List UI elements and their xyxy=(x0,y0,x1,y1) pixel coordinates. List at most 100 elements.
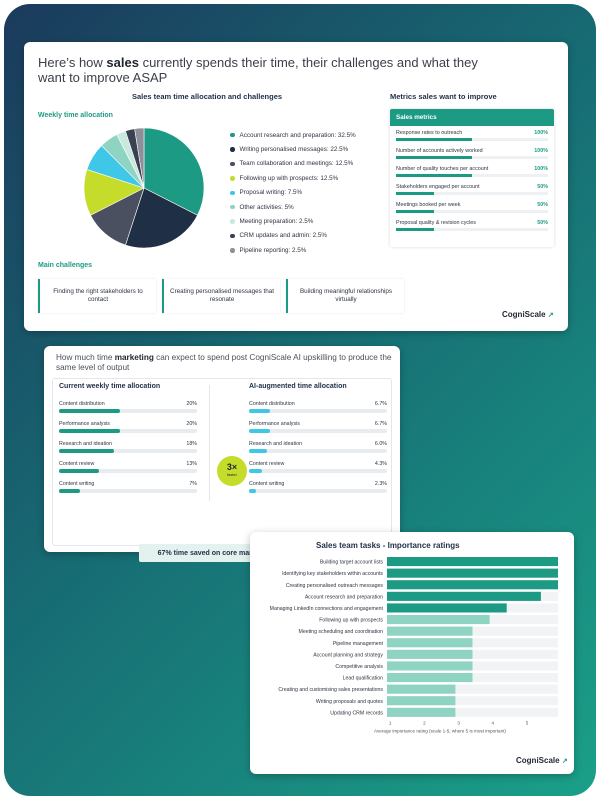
activity-name: Content review xyxy=(59,461,95,467)
legend-item: Meeting preparation: 2.5% xyxy=(230,214,356,228)
category-label: Competitive analysis xyxy=(335,664,383,670)
metrics-title: Metrics sales want to improve xyxy=(390,92,497,101)
activity-value: 20% xyxy=(186,421,197,427)
importance-bar xyxy=(387,626,473,636)
bar-fill xyxy=(249,469,263,473)
legend-item: Proposal writing: 7.5% xyxy=(230,186,356,200)
legend-label: Writing personalised messages: 22.5% xyxy=(239,146,349,154)
arrow-icon: ↗ xyxy=(561,758,568,765)
importance-bar xyxy=(387,661,473,671)
activity-name: Content distribution xyxy=(249,401,295,407)
metric-bar-track xyxy=(396,174,548,177)
category-label: Following up with prospects xyxy=(319,618,383,624)
challenge-box: Creating personalised messages that reso… xyxy=(162,279,280,313)
importance-bar xyxy=(387,696,456,706)
metric-name: Response rates to outreach xyxy=(396,130,463,136)
metric-bar-track xyxy=(396,228,548,231)
ai-allocation-item: Research and ideation 6.0% xyxy=(249,441,387,455)
bar-track xyxy=(249,449,387,453)
bar-track xyxy=(387,707,558,717)
time-allocation-pie-chart xyxy=(83,127,205,249)
bar-fill xyxy=(249,489,257,493)
sales-headline: Here’s how sales currently spends their … xyxy=(38,55,478,85)
bar-fill xyxy=(249,409,270,413)
category-label: Managing LinkedIn connections and engage… xyxy=(270,606,384,612)
legend-item: Pipeline reporting: 2.5% xyxy=(230,243,356,257)
bar-fill xyxy=(59,409,121,413)
metric-value: 50% xyxy=(537,202,548,208)
pie-slice xyxy=(143,127,205,216)
metric-bar-fill xyxy=(396,174,472,177)
legend-label: Account research and preparation: 32.5% xyxy=(239,131,356,139)
bar-fill xyxy=(59,489,81,493)
metric-row: Number of accounts actively worked 100% xyxy=(390,144,554,162)
activity-value: 13% xyxy=(186,461,197,467)
metric-name: Number of quality touches per account xyxy=(396,166,489,172)
bar-track xyxy=(387,684,558,694)
x-axis-label: Average importance rating (scale 1-5, wh… xyxy=(374,728,506,733)
metric-row: Proposal quality & revision cycles 50% xyxy=(390,216,554,234)
ai-allocation-item: Content distribution 6.7% xyxy=(249,401,387,415)
category-label: Building target account lists xyxy=(320,560,384,566)
importance-bar xyxy=(387,673,473,683)
speed-badge: 3× faster xyxy=(217,456,247,486)
metric-name: Stakeholders engaged per account xyxy=(396,184,480,190)
legend-dot xyxy=(230,147,235,152)
legend-dot xyxy=(230,233,235,239)
importance-bar-chart: Building target account lists Identifying… xyxy=(270,557,558,733)
activity-value: 6.0% xyxy=(374,441,387,447)
activity-name: Content review xyxy=(249,461,285,467)
sales-metrics-panel: Sales metrics Response rates to outreach… xyxy=(390,109,554,247)
category-label: Meeting scheduling and coordination xyxy=(299,629,384,635)
legend-item: Following up with prospects: 12.5% xyxy=(230,171,356,185)
pie-legend: Account research and preparation: 32.5% W… xyxy=(230,128,356,258)
activity-value: 7% xyxy=(189,481,197,487)
legend-item: Other activities: 5% xyxy=(230,200,356,214)
importance-bar xyxy=(387,684,456,694)
metric-row: Stakeholders engaged per account 50% xyxy=(390,180,554,198)
metric-value: 50% xyxy=(537,184,548,190)
ai-allocation-item: Content writing 2.3% xyxy=(249,481,387,495)
challenges-row: Finding the right stakeholders to contac… xyxy=(38,279,404,313)
cogniscale-logo: CogniScale ↗ xyxy=(502,310,554,319)
challenge-box: Building meaningful relationships virtua… xyxy=(286,279,404,313)
metric-bar-fill xyxy=(396,138,472,141)
activity-name: Content distribution xyxy=(59,401,105,407)
metric-value: 100% xyxy=(534,130,548,136)
bar-track xyxy=(249,429,387,433)
activity-name: Performance analysis xyxy=(59,421,110,427)
legend-item: Team collaboration and meetings: 12.5% xyxy=(230,157,356,171)
metric-bar-fill xyxy=(396,192,434,195)
sales-allocation-title: Sales team time allocation and challenge… xyxy=(132,92,283,101)
category-label: Account planning and strategy xyxy=(313,652,383,658)
legend-dot xyxy=(230,219,235,224)
legend-label: Proposal writing: 7.5% xyxy=(239,189,303,197)
metric-value: 100% xyxy=(534,166,548,172)
bar-fill xyxy=(59,469,99,473)
bar-track xyxy=(59,469,197,473)
activity-value: 6.7% xyxy=(374,401,387,407)
metric-value: 100% xyxy=(534,148,548,154)
metric-bar-fill xyxy=(396,210,434,213)
importance-bar xyxy=(387,638,473,648)
activity-value: 6.7% xyxy=(374,421,387,427)
activity-name: Content writing xyxy=(59,481,95,487)
sales-overview-card: Here’s how sales currently spends their … xyxy=(24,42,568,331)
activity-value: 2.3% xyxy=(374,481,387,487)
importance-bar xyxy=(387,649,473,659)
legend-dot xyxy=(230,248,235,253)
category-label: Updating CRM records xyxy=(330,710,383,716)
main-challenges-title: Main challenges xyxy=(38,262,93,269)
ai-allocation-item: Performance analysis 6.7% xyxy=(249,421,387,435)
category-label: Account research and preparation xyxy=(305,594,383,600)
metric-value: 50% xyxy=(537,220,548,226)
current-allocation-item: Performance analysis 20% xyxy=(59,421,197,435)
x-tick-label: 5 xyxy=(526,720,529,725)
importance-bar xyxy=(387,707,456,717)
bar-track xyxy=(249,469,387,473)
activity-name: Content writing xyxy=(249,481,285,487)
legend-label: Team collaboration and meetings: 12.5% xyxy=(239,160,354,168)
ai-allocation-item: Content review 4.3% xyxy=(249,461,387,475)
pie-slice xyxy=(134,127,145,189)
current-allocation-item: Research and ideation 18% xyxy=(59,441,197,455)
